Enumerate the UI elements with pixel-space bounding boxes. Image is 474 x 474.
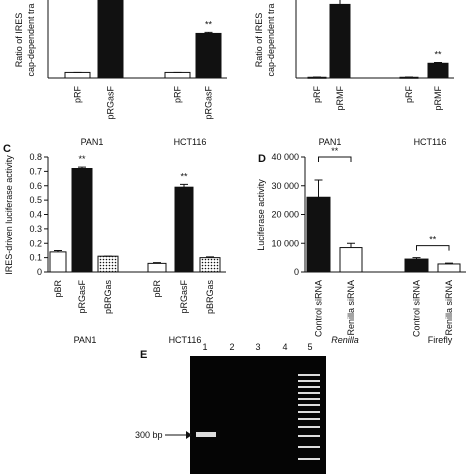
bar [49,251,67,273]
bar [306,196,331,273]
arrow-head [186,431,192,439]
significance: ** [205,19,213,29]
x-tick-label: pBRGas [103,280,113,315]
y-tick-label: 0.3 [29,224,42,234]
y-axis-label: Luciferase activity [256,179,266,251]
x-tick-label: pRGasF [204,86,214,120]
group-label: HCT116 [414,137,447,147]
x-tick-label: Control siRNA [412,280,422,337]
lane-label: 2 [229,342,234,352]
group-label: HCT116 [169,335,202,345]
error-bar [347,242,355,248]
gel-image [190,356,326,474]
y-axis-label: Ratio of IRES [254,13,264,68]
group-label: PAN1 [74,335,97,345]
bar [427,62,449,79]
y-tick-label: 0.5 [29,195,42,205]
x-tick-label: pRGasF [179,280,189,314]
bar [195,32,222,79]
bracket [318,156,352,162]
y-tick-label: 0 [294,267,299,277]
y-tick-label: 30 000 [271,181,299,191]
y-tick-label: 0.2 [29,238,42,248]
bar [97,0,124,79]
y-tick-label: 0 [37,267,42,277]
group-label: PAN1 [81,137,104,147]
y-tick-label: 0.8 [29,152,42,162]
significance: ** [434,50,442,60]
error-bar [445,262,453,264]
error-bar [153,262,161,264]
significance: ** [429,235,437,245]
ladder [298,374,320,460]
bar [174,186,194,273]
x-tick-label: pBR [152,280,162,298]
panel-letter: D [258,153,266,165]
significance: ** [331,146,339,156]
y-axis-label: cap-dependent tra [266,3,276,76]
lane-label: 3 [255,342,260,352]
bar [71,168,93,273]
lane-label: 5 [307,342,312,352]
x-tick-label: pRMF [335,85,345,110]
x-tick-label: pRF [73,86,83,104]
x-tick-label: pBR [53,280,63,298]
lane-label: 1 [202,342,207,352]
panel-letter: C [3,143,11,155]
group-label: HCT116 [174,137,207,147]
error-bar [204,31,213,34]
bar [164,71,191,79]
y-axis-label: cap-dependent tra [26,3,36,76]
group-label: Firefly [428,335,453,345]
bar [329,3,351,79]
x-tick-label: pRMF [433,85,443,110]
group-label: Renilla [331,335,359,345]
x-tick-label: pRF [404,86,414,104]
y-tick-label: 10 000 [271,238,299,248]
bar [339,247,363,273]
x-tick-label: Control siRNA [314,280,324,337]
y-tick-label: 0.4 [29,210,42,220]
error-bar [206,256,214,258]
bracket [416,245,450,251]
bar [404,258,429,273]
y-tick-label: 20 000 [271,210,299,220]
marker-label: 300 bp [135,430,163,440]
y-tick-label: 0.6 [29,181,42,191]
y-axis-label: Ratio of IRES [14,13,24,68]
gel-band [196,432,216,437]
bar [97,255,119,273]
error-bar [412,257,421,260]
x-tick-label: pRF [173,86,183,104]
error-bar [339,0,341,5]
significance: ** [180,171,188,181]
significance: ** [78,154,86,164]
panel-letter: E [140,349,147,361]
error-bar [78,166,86,169]
y-axis-label: IRES-driven luciferase activity [4,155,14,275]
error-bar [434,62,442,64]
error-bar [54,249,62,252]
y-tick-label: 0.7 [29,166,42,176]
x-tick-label: pRF [312,86,322,104]
bar [147,262,167,273]
y-tick-label: 0.1 [29,253,42,263]
x-tick-label: Renilla siRNA [346,280,356,336]
bar [64,71,91,79]
bar [199,257,221,273]
error-bar [314,179,323,198]
error-bar [180,183,188,188]
bar [437,263,461,273]
group-label: PAN1 [319,137,342,147]
x-tick-label: pRGasF [77,280,87,314]
y-tick-label: 40 000 [271,152,299,162]
x-tick-label: pRGasF [106,86,116,120]
x-tick-label: pBRGas [205,280,215,315]
x-tick-label: Renilla siRNA [444,280,454,336]
lane-label: 4 [282,342,287,352]
